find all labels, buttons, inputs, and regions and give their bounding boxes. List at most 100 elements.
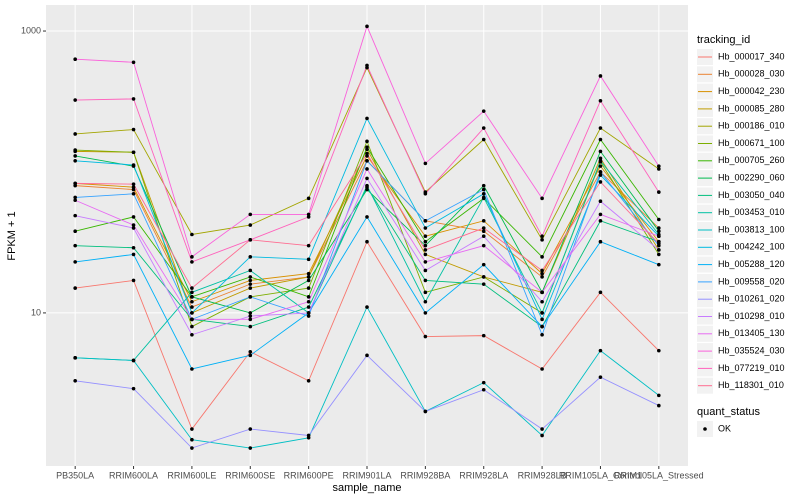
x-tick-label: RRIM600LE xyxy=(167,470,216,480)
point xyxy=(73,98,77,102)
legend-label: Hb_004242_100 xyxy=(718,242,785,252)
point xyxy=(248,311,253,315)
point xyxy=(598,219,603,223)
point xyxy=(131,226,136,230)
point xyxy=(481,262,486,267)
point xyxy=(73,195,77,200)
x-tick-label: RRIM901LA xyxy=(342,470,391,480)
point xyxy=(73,260,77,264)
legend-label: Hb_000186_010 xyxy=(718,121,785,131)
point xyxy=(481,192,486,196)
point xyxy=(131,127,136,132)
point xyxy=(540,433,544,438)
point xyxy=(481,387,486,392)
point xyxy=(481,126,486,130)
point xyxy=(190,299,194,304)
legend-label: Hb_000042_230 xyxy=(718,86,785,96)
point xyxy=(657,234,661,239)
point xyxy=(657,164,661,168)
point xyxy=(248,286,253,290)
point xyxy=(598,212,603,217)
point xyxy=(190,255,194,259)
point xyxy=(481,282,486,286)
point xyxy=(598,164,603,168)
point xyxy=(248,324,253,329)
point xyxy=(248,223,253,227)
point xyxy=(481,229,486,233)
point xyxy=(365,145,369,149)
point xyxy=(248,282,253,286)
point xyxy=(657,403,661,408)
point xyxy=(423,161,428,166)
point xyxy=(481,234,486,239)
point xyxy=(598,137,603,142)
point xyxy=(423,334,428,339)
point xyxy=(481,333,486,338)
point xyxy=(423,219,428,223)
point xyxy=(657,348,661,353)
point xyxy=(481,109,486,113)
point xyxy=(423,260,428,264)
point xyxy=(131,386,136,391)
legend-title: quant_status xyxy=(697,406,760,418)
point xyxy=(131,358,136,363)
point xyxy=(598,375,603,379)
legend-label: Hb_000671_100 xyxy=(718,138,785,148)
point xyxy=(423,226,428,230)
point xyxy=(365,63,369,68)
point xyxy=(306,305,311,309)
point xyxy=(423,299,428,304)
point xyxy=(248,278,253,283)
point xyxy=(540,332,544,337)
point xyxy=(248,317,253,322)
point xyxy=(248,212,253,217)
point xyxy=(598,74,603,78)
point xyxy=(73,198,77,203)
point xyxy=(248,446,253,450)
point xyxy=(248,427,253,431)
point xyxy=(190,324,194,329)
point xyxy=(73,159,77,163)
point xyxy=(365,305,369,309)
x-axis-label: sample_name xyxy=(332,482,401,494)
point xyxy=(190,232,194,237)
point xyxy=(598,156,603,161)
point xyxy=(423,239,428,244)
point xyxy=(73,181,77,186)
point xyxy=(540,234,544,239)
point xyxy=(131,215,136,219)
point xyxy=(190,260,194,264)
legend-label: Hb_010261_020 xyxy=(718,294,785,304)
x-tick-label: RRIM600SE xyxy=(225,470,275,480)
point xyxy=(365,239,369,244)
point xyxy=(365,151,369,156)
point xyxy=(365,176,369,181)
legend-label: Hb_000028_030 xyxy=(718,69,785,79)
point xyxy=(540,268,544,273)
point xyxy=(540,271,544,276)
x-tick-label: RRIM105LA_Control xyxy=(559,470,642,480)
point xyxy=(598,170,603,174)
point xyxy=(540,196,544,201)
point xyxy=(73,57,77,62)
point xyxy=(306,286,311,290)
point xyxy=(131,245,136,250)
point xyxy=(306,257,311,262)
point xyxy=(248,314,253,318)
point xyxy=(365,24,369,29)
point xyxy=(481,187,486,192)
point xyxy=(306,314,311,318)
legend-label: Hb_035524_030 xyxy=(718,345,785,355)
point xyxy=(481,380,486,385)
point xyxy=(131,278,136,283)
legend-label: Hb_118301_010 xyxy=(718,380,784,390)
point xyxy=(248,255,253,259)
point xyxy=(598,126,603,130)
point xyxy=(131,60,136,65)
point xyxy=(423,278,428,283)
point xyxy=(598,199,603,204)
point xyxy=(306,215,311,219)
point xyxy=(131,185,136,189)
point xyxy=(73,229,77,233)
point xyxy=(540,275,544,279)
